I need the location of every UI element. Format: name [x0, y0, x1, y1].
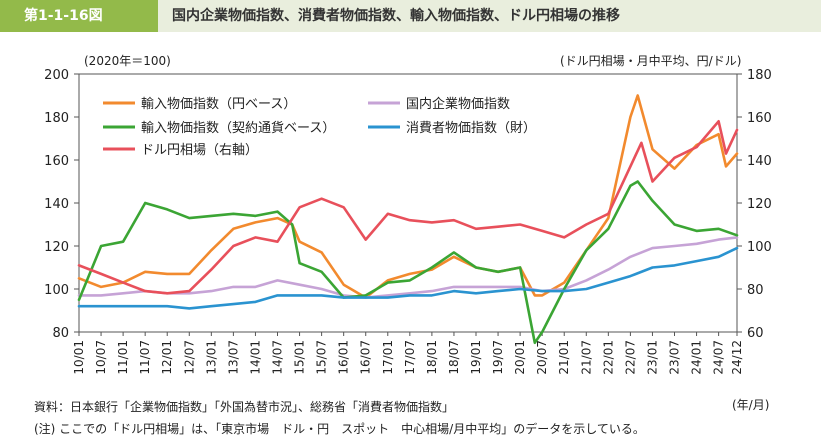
y-right-tick-label: 60	[747, 326, 764, 341]
header-bar: 第1-1-16図 国内企業物価指数、消費者物価指数、輸入物価指数、ドル円相場の推…	[0, 0, 821, 32]
x-tick-label: 16/01	[337, 340, 351, 375]
x-tick-label: 14/07	[271, 340, 285, 375]
y-left-tick-label: 140	[44, 197, 69, 212]
x-axis-unit: (年/月)	[732, 398, 770, 412]
x-tick-label: 23/07	[668, 340, 682, 375]
series-line-import_contract	[77, 180, 739, 345]
x-tick-label: 13/01	[204, 340, 218, 375]
y-right-tick-label: 100	[747, 240, 772, 255]
y-right-tick-label: 80	[747, 283, 764, 298]
x-tick-label: 18/07	[447, 340, 461, 375]
y-right-tick-label: 160	[747, 111, 772, 126]
series-lines	[77, 94, 739, 345]
y-left-tick-label: 200	[44, 68, 69, 83]
series-line-import_yen	[77, 94, 739, 299]
y-left-tick-label: 80	[52, 326, 69, 341]
y-left-tick-label: 100	[44, 283, 69, 298]
figure-number: 第1-1-16図	[0, 0, 158, 32]
legend-label-cpi_goods: 消費者物価指数（財）	[406, 121, 536, 136]
x-tick-label: 12/01	[160, 340, 174, 375]
x-tick-label: 12/07	[182, 340, 196, 375]
x-tick-label: 15/01	[293, 340, 307, 375]
x-tick-label: 15/07	[315, 340, 329, 375]
series-line-usdjpy	[77, 120, 739, 295]
y-right-tick-label: 140	[747, 154, 772, 169]
series-line-domestic_cgpi	[77, 236, 739, 299]
x-tick-label: 22/07	[623, 340, 637, 375]
x-tick-label: 13/07	[226, 340, 240, 375]
x-tick-label: 24/07	[712, 340, 726, 375]
legend-label-import_yen: 輸入物価指数（円ベース）	[141, 97, 296, 112]
legend-label-usdjpy: ドル円相場（右軸）	[141, 143, 258, 158]
figure-title: 国内企業物価指数、消費者物価指数、輸入物価指数、ドル円相場の推移	[172, 8, 620, 24]
x-tick-label: 17/07	[403, 340, 417, 375]
x-tick-label: 11/07	[138, 340, 152, 375]
x-tick-label: 17/01	[381, 340, 395, 375]
y-left-tick-label: 160	[44, 154, 69, 169]
x-tick-label: 23/01	[645, 340, 659, 375]
axes: 80 100 120 140 160 180 200 60 80 100 120 140 160 180 1…	[44, 68, 772, 375]
line-chart: 80 100 120 140 160 180 200 60 80 100 120 140 160 180 1…	[44, 68, 772, 375]
x-tick-label: 21/07	[579, 340, 593, 375]
x-tick-label: 22/01	[601, 340, 615, 375]
x-tick-label: 19/01	[469, 340, 483, 375]
x-tick-label: 11/01	[116, 340, 130, 375]
x-tick-label: 20/01	[513, 340, 527, 375]
y-right-tick-label: 180	[747, 68, 772, 83]
x-tick-label: 14/01	[248, 340, 262, 375]
y-left-tick-label: 180	[44, 111, 69, 126]
source-note: 資料：日本銀行「企業物価指数」「外国為替市況」、総務省「消費者物価指数」	[34, 400, 455, 414]
legend-label-domestic_cgpi: 国内企業物価指数	[406, 96, 510, 112]
y-right-tick-label: 120	[747, 197, 772, 212]
x-tick-label: 10/07	[94, 340, 108, 375]
x-tick-label: 18/01	[425, 340, 439, 375]
series-line-cpi_goods	[77, 246, 739, 310]
x-tick-label: 19/07	[491, 340, 505, 375]
x-tick-label: 16/07	[359, 340, 373, 375]
legend-label-import_contract: 輸入物価指数（契約通貨ベース）	[141, 120, 335, 136]
x-tick-label: 21/01	[557, 340, 571, 375]
footnote: (注) ここでの「ドル円相場」は、「東京市場 ドル・円 スポット 中心相場/月中…	[34, 422, 645, 436]
x-tick-label: 10/01	[72, 340, 86, 375]
x-tick-label: 24/12	[730, 340, 744, 375]
left-axis-unit: (2020年＝100)	[84, 54, 171, 68]
y-left-tick-label: 120	[44, 240, 69, 255]
x-tick-label: 24/01	[690, 340, 704, 375]
right-axis-unit: (ドル円相場・月中平均、円/ドル)	[560, 54, 742, 68]
x-tick-label: 20/07	[535, 340, 549, 375]
